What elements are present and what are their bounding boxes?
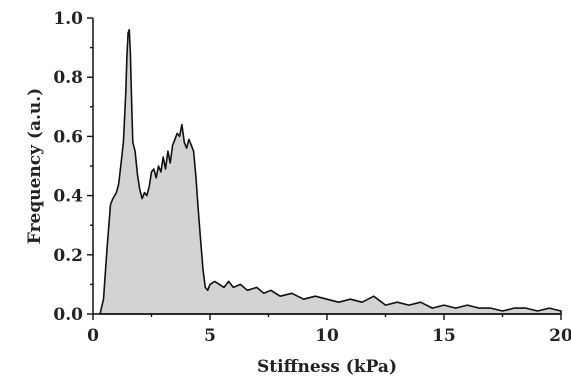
y-tick-label: 0.4 bbox=[53, 187, 83, 207]
y-tick-label: 1.0 bbox=[53, 9, 83, 29]
y-axis-ticks: 0.0 0.2 0.4 0.6 0.8 1.0 bbox=[53, 9, 93, 325]
y-tick-label: 0.2 bbox=[53, 246, 83, 266]
y-axis-title: Frequency (a.u.) bbox=[25, 88, 45, 244]
x-tick-label: 20 bbox=[549, 326, 571, 346]
y-tick-label: 0.0 bbox=[53, 305, 83, 325]
x-tick-label: 10 bbox=[315, 326, 339, 346]
y-tick-label: 0.6 bbox=[53, 127, 83, 147]
x-tick-label: 15 bbox=[432, 326, 456, 346]
x-tick-label: 0 bbox=[87, 326, 99, 346]
x-axis-ticks: 0 5 10 15 20 bbox=[87, 314, 571, 346]
frequency-area bbox=[99, 29, 562, 315]
x-axis-title: Stiffness (kPa) bbox=[257, 357, 397, 377]
x-tick-label: 5 bbox=[204, 326, 216, 346]
y-tick-label: 0.8 bbox=[53, 68, 83, 88]
